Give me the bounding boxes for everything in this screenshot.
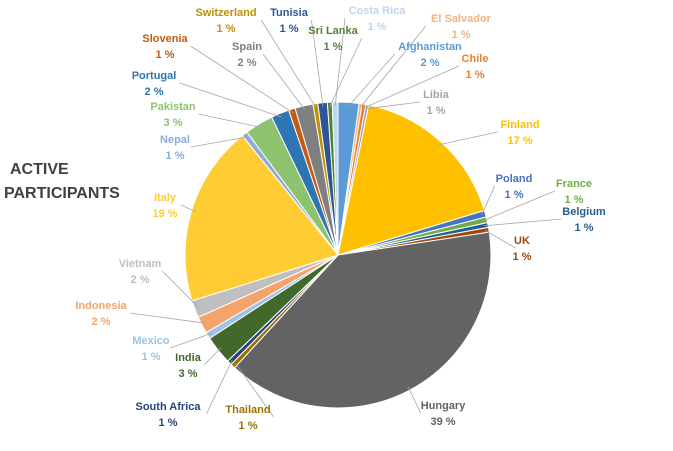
slice-pct-mexico: 1 % [142, 351, 161, 363]
leader-line-costa-rica [334, 17, 346, 107]
slice-label-uk: UK [514, 235, 530, 247]
slice-pct-libia: 1 % [427, 105, 446, 117]
slice-label-vietnam: Vietnam [119, 258, 162, 270]
slice-label-spain: Spain [232, 41, 262, 53]
slice-label-mexico: Mexico [132, 335, 170, 347]
slice-pct-vietnam: 2 % [131, 274, 150, 286]
leader-line-slovenia [190, 45, 294, 114]
leader-line-switzerland [260, 19, 317, 108]
slice-pct-chile: 1 % [466, 69, 485, 81]
leader-line-chile [363, 65, 460, 109]
slice-label-portugal: Portugal [132, 70, 177, 82]
slice-pct-sri-lanka: 1 % [324, 41, 343, 53]
slice-label-sri-lanka: Sri Lanka [308, 25, 358, 37]
slice-pct-france: 1 % [565, 194, 584, 206]
slice-pct-uk: 1 % [513, 251, 532, 263]
slice-pct-tunisia: 1 % [280, 23, 299, 35]
leader-line-vietnam [162, 270, 199, 308]
slice-pct-costa-rica: 1 % [368, 21, 387, 33]
slice-label-tunisia: Tunisia [270, 7, 309, 19]
slice-label-thailand: Thailand [225, 404, 270, 416]
slice-label-costa-rica: Costa Rica [349, 5, 407, 17]
leader-line-india [203, 347, 222, 366]
leader-line-mexico [170, 333, 212, 349]
leader-line-belgium [484, 218, 562, 227]
slice-label-afghanistan: Afghanistan [398, 41, 462, 53]
slice-pct-belgium: 1 % [575, 222, 594, 234]
slice-label-chile: Chile [462, 53, 489, 65]
leader-line-sri-lanka [329, 37, 363, 107]
leader-line-nepal [190, 136, 248, 148]
slice-label-belgium: Belgium [562, 206, 606, 218]
leader-line-finland [438, 131, 498, 146]
leader-line-spain [262, 53, 306, 110]
pie-slices [184, 101, 492, 409]
leader-line-indonesia [129, 312, 206, 324]
slice-pct-portugal: 2 % [145, 86, 164, 98]
slice-pct-finland: 17 % [507, 135, 532, 147]
slice-label-france: France [556, 178, 592, 190]
slice-pct-spain: 2 % [238, 57, 257, 69]
slice-pct-italy: 19 % [152, 208, 177, 220]
slice-pct-hungary: 39 % [430, 416, 455, 428]
chart-title-line-2: PARTICIPANTS [4, 185, 120, 202]
leader-line-tunisia [311, 19, 324, 107]
slice-pct-thailand: 1 % [239, 420, 258, 432]
slice-label-south-africa: South Africa [136, 401, 202, 413]
slice-label-nepal: Nepal [160, 134, 190, 146]
slice-pct-nepal: 1 % [166, 150, 185, 162]
slice-label-slovenia: Slovenia [142, 33, 188, 45]
slice-label-finland: Finland [500, 119, 539, 131]
chart-title-line-1: ACTIVE [10, 161, 69, 178]
slice-pct-india: 3 % [179, 368, 198, 380]
slice-label-el-salvador: El Salvador [431, 13, 492, 25]
leader-line-france [482, 190, 555, 222]
leader-line-el-salvador [359, 25, 427, 108]
leader-line-afghanistan [348, 53, 396, 107]
slice-label-italy: Italy [154, 192, 177, 204]
slice-pct-switzerland: 1 % [217, 23, 236, 35]
slice-pct-el-salvador: 1 % [452, 29, 471, 41]
leader-line-italy [180, 204, 196, 212]
slice-pct-indonesia: 2 % [92, 316, 111, 328]
slice-label-indonesia: Indonesia [75, 300, 127, 312]
leader-lines [129, 17, 562, 418]
slice-pct-poland: 1 % [505, 189, 524, 201]
pie-slice-italy [184, 134, 339, 302]
leader-line-libia [366, 101, 421, 110]
slice-pct-slovenia: 1 % [156, 49, 175, 61]
leader-line-uk [484, 230, 516, 249]
leader-line-portugal [179, 82, 282, 118]
slice-label-india: India [175, 352, 202, 364]
slice-label-switzerland: Switzerland [195, 7, 256, 19]
slice-label-pakistan: Pakistan [150, 101, 196, 113]
leader-line-pakistan [198, 113, 262, 128]
leader-line-thailand [235, 362, 274, 418]
slice-label-hungary: Hungary [421, 400, 467, 412]
leader-line-south-africa [206, 359, 233, 415]
leader-line-hungary [407, 386, 421, 414]
slice-pct-afghanistan: 2 % [421, 57, 440, 69]
slice-pct-pakistan: 3 % [164, 117, 183, 129]
slice-label-libia: Libia [423, 89, 450, 101]
slice-label-poland: Poland [496, 173, 533, 185]
slice-labels: Afghanistan 2 % El Salvador 1 % Chile 1 % Libi… [75, 5, 606, 432]
leader-line-poland [481, 185, 496, 215]
slice-pct-south-africa: 1 % [159, 417, 178, 429]
pie-slice-finland [337, 104, 486, 256]
